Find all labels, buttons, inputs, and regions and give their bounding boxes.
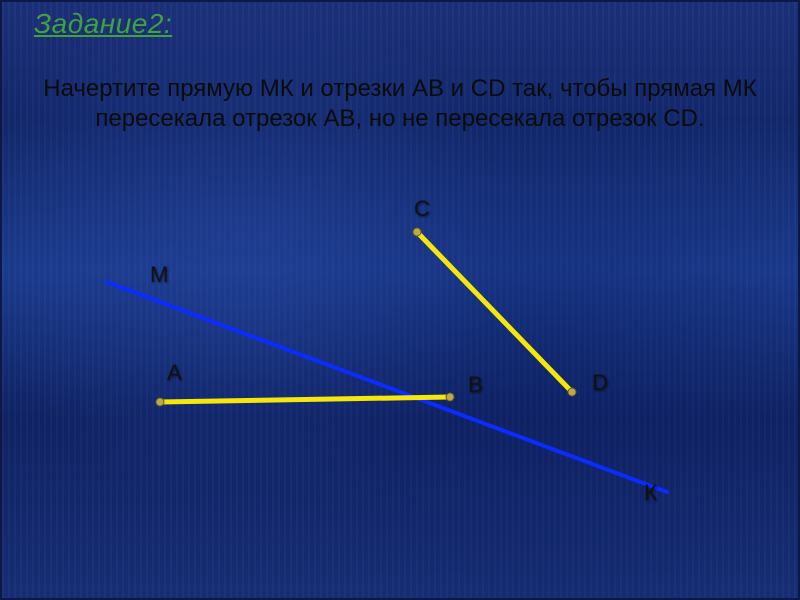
segment-CD	[417, 232, 572, 392]
line-MK	[107, 282, 667, 492]
label-B: В	[468, 372, 483, 398]
endpoint-B	[446, 393, 454, 401]
label-K: К	[644, 480, 657, 506]
endpoint-A	[156, 398, 164, 406]
task-title: Задание2:	[34, 8, 172, 40]
endpoint-C	[413, 228, 421, 236]
endpoint-D	[568, 388, 576, 396]
slide: Задание2: Начертите прямую МК и отрезки …	[0, 0, 800, 600]
segment-AB	[160, 397, 450, 402]
label-A: А	[167, 360, 182, 386]
label-M: М	[150, 262, 168, 288]
label-C: С	[414, 196, 430, 222]
task-description: Начертите прямую МК и отрезки АВ и CD та…	[42, 74, 758, 134]
label-D: D	[592, 370, 608, 396]
